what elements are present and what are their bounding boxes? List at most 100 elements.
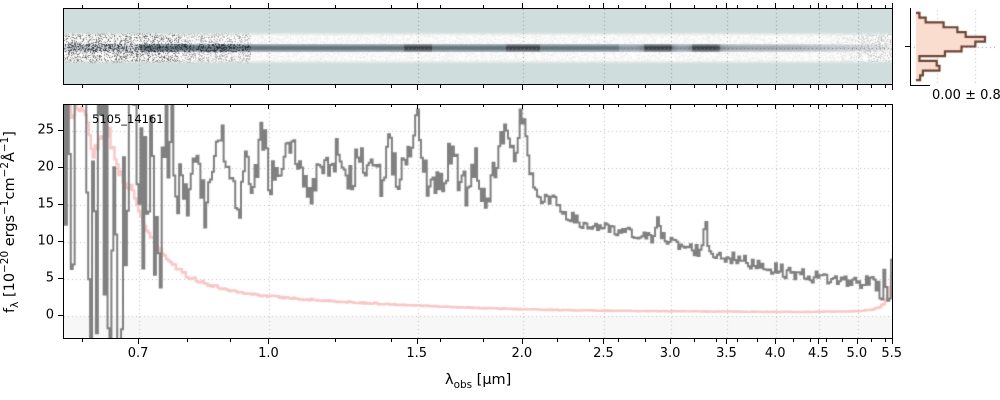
x-tick-minor: [644, 339, 646, 342]
x-tick-2d-minor: [335, 85, 337, 88]
x-tick-minor: [736, 339, 738, 342]
x-tick-2d-minor-top: [186, 5, 188, 8]
x-tick-minor-top: [617, 104, 619, 107]
x-tick-2d-minor: [186, 85, 188, 88]
x-tick-label: 5.5: [881, 346, 903, 361]
x-tick-2d-top: [416, 3, 418, 8]
x-tick-minor: [826, 339, 828, 342]
x-tick-2d-minor: [841, 85, 843, 88]
y-axis-label: fλ [10−20 ergs−1cm−2Å−1]: [0, 131, 21, 313]
x-tick-label: 2.5: [593, 346, 614, 361]
x-tick-minor-top: [756, 104, 758, 107]
x-tick-2d-minor: [871, 85, 873, 88]
x-tick-major: [521, 339, 523, 344]
x-tick-2d: [726, 85, 728, 90]
x-tick-minor: [715, 339, 717, 342]
x-tick-2d-minor-top: [793, 5, 795, 8]
x-tick-2d: [891, 85, 893, 90]
y-tick-label: 20: [37, 159, 54, 175]
histogram-left-spine: [910, 8, 912, 85]
x-tick-2d-minor-top: [871, 5, 873, 8]
x-tick-2d-minor: [826, 85, 828, 88]
x-tick-minor: [483, 339, 485, 342]
histogram-bottom-spine: [910, 85, 930, 87]
x-tick-2d-top: [521, 3, 523, 8]
x-tick-minor-top: [229, 104, 231, 107]
x-tick-major-top: [775, 104, 777, 109]
x-tick-minor: [693, 339, 695, 342]
x-tick-major-top: [856, 104, 858, 109]
x-tick-major-top: [268, 104, 270, 109]
x-tick-2d-minor-top: [644, 5, 646, 8]
x-tick-minor: [81, 339, 83, 342]
y-tick-label: 15: [37, 196, 54, 212]
x-tick-2d-minor-top: [841, 5, 843, 8]
x-tick-2d-minor-top: [826, 5, 828, 8]
x-tick-2d: [268, 85, 270, 90]
x-tick-2d-minor: [483, 85, 485, 88]
x-tick-2d: [603, 85, 605, 90]
x-tick-minor: [871, 339, 873, 342]
x-tick-major: [603, 339, 605, 344]
x-tick-major: [856, 339, 858, 344]
y-tick: [58, 129, 63, 131]
x-tick-minor-top: [715, 104, 717, 107]
x-axis-label: λobs [μm]: [445, 372, 512, 391]
x-tick-2d-minor-top: [617, 5, 619, 8]
x-tick-major-top: [891, 104, 893, 109]
x-tick-minor-top: [871, 104, 873, 107]
x-tick-2d: [416, 85, 418, 90]
x-tick-2d-minor-top: [884, 5, 886, 8]
x-tick-2d: [775, 85, 777, 90]
x-tick-2d: [818, 85, 820, 90]
x-tick-major-top: [670, 104, 672, 109]
x-tick-minor-top: [440, 104, 442, 107]
x-tick-minor: [186, 339, 188, 342]
x-tick-2d-minor: [693, 85, 695, 88]
x-tick-2d: [856, 85, 858, 90]
x-tick-major: [818, 339, 820, 344]
x-tick-minor: [810, 339, 812, 342]
x-tick-2d: [521, 85, 523, 90]
x-tick-minor-top: [335, 104, 337, 107]
x-tick-minor: [391, 339, 393, 342]
x-tick-minor-top: [186, 104, 188, 107]
spectrum-1d-panel: [63, 104, 893, 339]
x-tick-2d-top: [775, 3, 777, 8]
x-tick-major: [891, 339, 893, 344]
y-tick-label: 10: [37, 233, 54, 249]
x-tick-major: [670, 339, 672, 344]
x-tick-label: 4.5: [807, 346, 829, 361]
x-tick-2d-minor: [81, 85, 83, 88]
y-tick: [58, 278, 63, 280]
x-tick-label: 1.5: [406, 346, 428, 361]
x-tick-2d: [670, 85, 672, 90]
x-tick-minor: [440, 339, 442, 342]
x-tick-minor-top: [841, 104, 843, 107]
x-tick-2d-minor: [229, 85, 231, 88]
x-tick-2d-minor-top: [440, 5, 442, 8]
x-tick-major-top: [416, 104, 418, 109]
x-tick-2d-minor-top: [229, 5, 231, 8]
x-tick-minor: [335, 339, 337, 342]
x-tick-minor: [841, 339, 843, 342]
x-tick-label: 0.7: [127, 346, 149, 361]
x-tick-2d-top: [603, 3, 605, 8]
x-tick-minor-top: [483, 104, 485, 107]
x-tick-2d-minor-top: [810, 5, 812, 8]
x-tick-minor: [588, 339, 590, 342]
x-tick-major-top: [726, 104, 728, 109]
x-tick-minor-top: [826, 104, 828, 107]
spectrum-2d-panel: [63, 8, 893, 85]
x-tick-minor-top: [391, 104, 393, 107]
x-tick-2d-minor-top: [756, 5, 758, 8]
x-tick-2d-minor: [810, 85, 812, 88]
x-tick-major: [726, 339, 728, 344]
x-tick-2d-top: [268, 3, 270, 8]
x-tick-major-top: [603, 104, 605, 109]
x-tick-2d-top: [726, 3, 728, 8]
x-tick-2d-minor: [793, 85, 795, 88]
x-tick-2d-minor-top: [556, 5, 558, 8]
x-tick-2d-minor: [440, 85, 442, 88]
x-tick-minor-top: [588, 104, 590, 107]
